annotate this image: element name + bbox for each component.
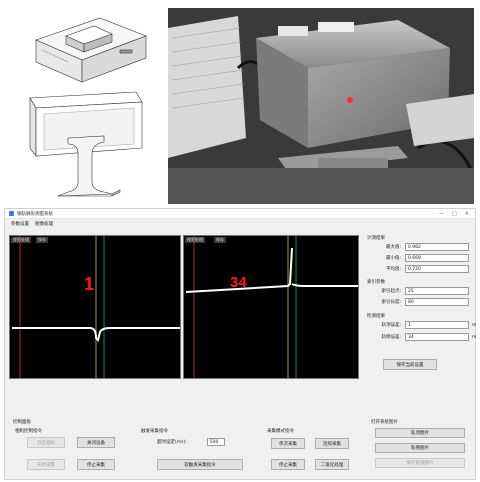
measure-min-field[interactable]: 0.669	[405, 254, 469, 262]
left-view-tab-process[interactable]: 视频处理	[11, 237, 31, 243]
save-processed-image-button[interactable]: 保存处理图片	[375, 458, 465, 468]
camera-control-title: 相机控制指令	[15, 429, 42, 434]
timeout-label: 超时设定(ms):	[157, 440, 187, 445]
device-photo	[168, 8, 474, 204]
right-view-value: 34	[230, 274, 247, 291]
menu-parameter-settings[interactable]: 参数设置	[11, 221, 29, 227]
detect-side-label: 轨侧误差:	[381, 335, 401, 340]
measure-avg-label: 平均值:	[385, 267, 401, 272]
single-acquire-button[interactable]: 单次采集	[271, 438, 305, 449]
continuous-acquire-button[interactable]: 连续采集	[315, 438, 349, 449]
menu-image-processing[interactable]: 图像处理	[35, 221, 53, 227]
minimize-button[interactable]: —	[439, 210, 445, 217]
menu-bar: 参数设置 图像处理	[5, 219, 475, 228]
measure-max-field[interactable]: 0.982	[405, 243, 469, 251]
soft-trigger-button[interactable]: 软触发采集指令	[157, 459, 243, 470]
rail-top-image-button[interactable]: 轨顶图片	[375, 428, 465, 438]
measure-row-avg: 平均值: 0.720	[367, 265, 469, 273]
index-start-label: 索引起点:	[381, 289, 401, 294]
trigger-group-title: 触发采集指令	[141, 429, 168, 434]
control-panel-title: 控制面板	[13, 420, 31, 425]
window-controls: — □ ✕	[439, 211, 475, 217]
open-images-title: 打开系统图片	[371, 420, 398, 425]
index-start-field[interactable]: 25	[405, 287, 469, 295]
timeout-row: 超时设定(ms): 500	[157, 438, 225, 446]
save-settings-button[interactable]: 保存当前设置	[383, 359, 437, 370]
detect-result-title: 检测结果	[367, 314, 385, 319]
title-bar: 钢轨廓形测量系统 — □ ✕	[5, 209, 475, 219]
index-length-field[interactable]: 80	[405, 298, 469, 306]
detect-side-field[interactable]: 34	[405, 333, 469, 341]
measure-row-max: 最大值: 0.982	[367, 243, 469, 251]
right-view-profile	[185, 236, 358, 378]
left-view-tab-save[interactable]: 保存	[36, 237, 48, 243]
app-icon	[9, 211, 14, 216]
index-start-row: 索引起点: 25	[367, 287, 469, 295]
open-camera-button[interactable]: 开启相机	[27, 437, 65, 448]
binarize-button[interactable]: 二值化处理	[315, 459, 349, 470]
device-photo-illustration	[168, 8, 474, 204]
close-button[interactable]: ✕	[464, 210, 469, 217]
left-view-profile	[12, 236, 180, 378]
close-device-button[interactable]: 关闭设备	[77, 437, 115, 448]
right-camera-view[interactable]: 视频处理 保存 34	[183, 235, 359, 379]
start-acquisition-button[interactable]: 开始采集	[27, 459, 65, 470]
maximize-button[interactable]: □	[452, 210, 457, 217]
measure-max-label: 最大值:	[385, 245, 401, 250]
app-window: 钢轨廓形测量系统 — □ ✕ 参数设置 图像处理 视频处理 保存 1	[4, 208, 476, 480]
acquire-mode-title: 采集模式指令	[267, 429, 294, 434]
cad-render-illustration	[29, 17, 147, 197]
measure-row-min: 最小值: 0.669	[367, 254, 469, 262]
measure-avg-field[interactable]: 0.720	[405, 265, 469, 273]
left-camera-view[interactable]: 视频处理 保存 1	[9, 235, 181, 379]
index-length-label: 索引长度:	[381, 300, 401, 305]
detect-top-row: 轨顶误差: 1 m	[367, 321, 476, 329]
stop-acquisition-button[interactable]: 停止采集	[77, 459, 115, 470]
cad-render-panel	[8, 6, 158, 202]
rail-side-image-button[interactable]: 轨侧图片	[375, 443, 465, 453]
measure-min-label: 最小值:	[385, 256, 401, 261]
detect-side-unit: m	[472, 334, 477, 340]
detect-top-unit: m	[472, 322, 477, 328]
right-view-tab-process[interactable]: 视频处理	[185, 237, 205, 243]
window-title: 钢轨廓形测量系统	[17, 211, 53, 217]
timeout-field[interactable]: 500	[206, 438, 225, 446]
detect-top-field[interactable]: 1	[405, 321, 469, 329]
measure-group-title: 计测结果	[367, 236, 385, 241]
stop-acquire-button[interactable]: 停止采集	[271, 459, 305, 470]
left-view-value: 1	[84, 274, 95, 294]
index-params-title: 索引参数	[367, 280, 385, 285]
detect-side-row: 轨侧误差: 34 m	[367, 333, 476, 341]
index-length-row: 索引长度: 80	[367, 298, 469, 306]
right-view-tab-save[interactable]: 保存	[214, 237, 226, 243]
detect-top-label: 轨顶误差:	[381, 323, 401, 328]
